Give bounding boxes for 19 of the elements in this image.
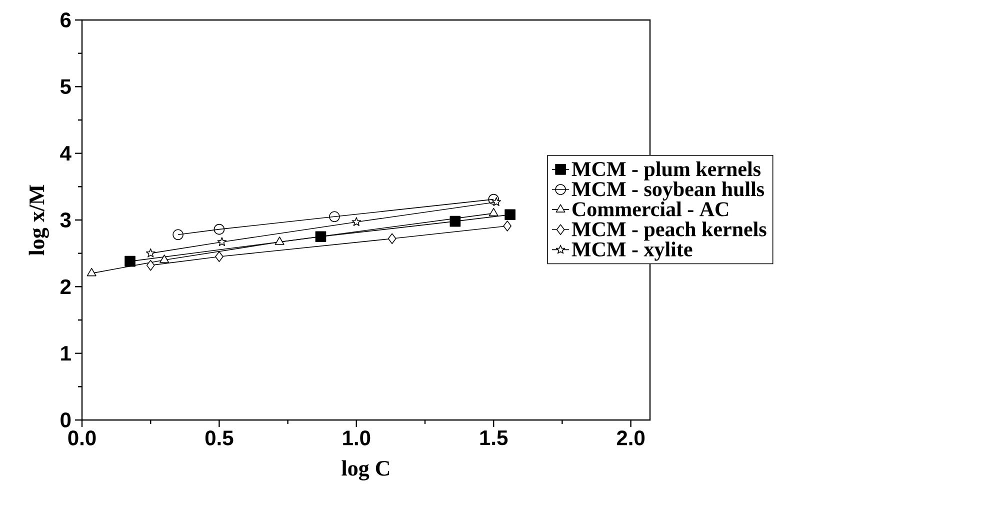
legend-label: MCM - plum kernels [572, 161, 760, 180]
legend-label: MCM - soybean hulls [572, 181, 764, 201]
y-tick-label: 1 [61, 346, 71, 361]
y-tick-label: 0 [60, 412, 71, 428]
x-tick-label: 2.0 [616, 430, 645, 446]
y-tick-label: 4 [60, 146, 72, 161]
x-tick-label: 1.0 [343, 430, 370, 446]
y-axis-title: log x/M [28, 184, 49, 256]
y-tick-label: 6 [60, 12, 71, 28]
y-tick-label: 2 [60, 279, 71, 294]
x-axis-title: log C [342, 460, 390, 480]
legend-label: MCM - xylite [572, 242, 692, 261]
x-tick-label: 0.5 [205, 430, 234, 446]
legend-label: MCM - peach kernels [572, 222, 766, 241]
y-tick-label: 5 [60, 79, 71, 94]
x-tick-label: 0.0 [68, 430, 96, 446]
legend-label: Commercial - AC [572, 202, 728, 216]
x-tick-label: 1.5 [480, 430, 508, 446]
y-tick-label: 3 [60, 212, 71, 228]
